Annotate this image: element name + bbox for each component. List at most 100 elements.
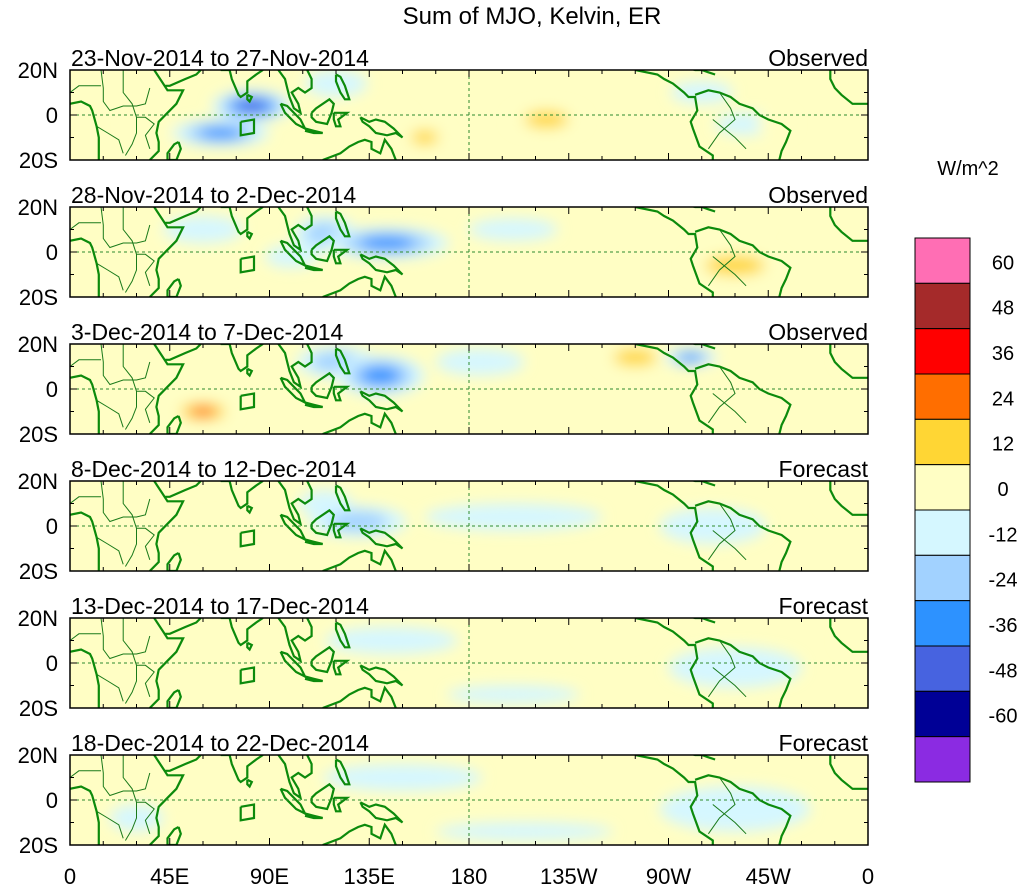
coastline — [691, 344, 716, 350]
region-box — [239, 803, 256, 822]
coastline — [166, 278, 182, 297]
coastline — [166, 826, 182, 845]
coastline — [829, 755, 868, 790]
country-border — [96, 262, 124, 291]
colorbar-swatch — [914, 328, 971, 375]
x-tick-label: 45E — [150, 864, 189, 889]
coastline — [279, 102, 308, 131]
anomaly-field — [109, 759, 811, 841]
anomaly-contour — [393, 272, 456, 295]
country-border — [136, 116, 155, 149]
coastline — [691, 207, 716, 213]
coastline — [332, 659, 351, 676]
coastline — [829, 207, 868, 242]
colorbar-swatch — [914, 645, 971, 692]
region-box — [239, 529, 256, 548]
panel-status: Observed — [768, 45, 868, 71]
coastline — [334, 210, 351, 238]
anomaly-contour — [613, 349, 658, 366]
coastline — [304, 675, 323, 683]
country-border — [100, 481, 151, 523]
colorbar-label: 36 — [992, 343, 1014, 365]
y-tick-label: 0 — [46, 651, 58, 676]
y-tick-label: 20N — [18, 58, 58, 83]
y-tick-label: 20S — [19, 833, 58, 858]
coastline — [359, 527, 404, 550]
anomaly-contour — [659, 786, 811, 832]
coastline — [322, 274, 397, 297]
country-border — [712, 804, 747, 835]
panels: 20N 0 20S 23-Nov-2014 to 27-Nov-2014 Observe… — [18, 45, 869, 858]
anomaly-contour — [593, 759, 656, 778]
country-border — [136, 664, 155, 697]
coastlines — [70, 207, 868, 297]
anomaly-contour — [322, 764, 483, 791]
region-box — [239, 666, 256, 685]
coastline — [322, 137, 397, 160]
anomaly-contour — [524, 111, 569, 128]
coastline — [635, 207, 714, 297]
coastline — [332, 385, 351, 402]
panel-status: Forecast — [779, 456, 869, 482]
anomaly-contour — [237, 100, 266, 112]
region-box — [239, 392, 256, 411]
coastline — [359, 390, 404, 413]
colorbar-swatch — [914, 282, 971, 330]
country-border — [136, 527, 155, 560]
coastline — [310, 97, 336, 126]
coastline — [310, 782, 336, 811]
colorbar-swatch — [914, 237, 971, 284]
coastline — [334, 484, 351, 512]
y-tick-label: 20N — [18, 332, 58, 357]
panel-status: Observed — [768, 182, 868, 208]
country-border — [100, 70, 151, 112]
colorbar-label: -48 — [989, 660, 1018, 682]
x-tick-label: 45W — [746, 864, 791, 889]
coastline — [166, 415, 182, 434]
coastline — [246, 93, 254, 104]
anomaly-contour — [127, 505, 190, 529]
panel-6: 20N 0 20S 18-Dec-2014 to 22-Dec-2014 Forecas… — [18, 730, 869, 858]
coastline — [635, 755, 714, 845]
coastline — [694, 89, 792, 160]
coastline — [220, 344, 264, 373]
coastline — [165, 344, 202, 361]
coastline — [165, 207, 202, 224]
anomaly-contour — [203, 517, 248, 535]
country-border — [712, 256, 747, 287]
y-tick-label: 20S — [19, 422, 58, 447]
coastline — [246, 504, 254, 515]
coastline — [149, 70, 185, 160]
y-tick-label: 20N — [18, 743, 58, 768]
anomaly-contour — [839, 631, 868, 650]
coastline — [359, 801, 404, 824]
coastline — [246, 367, 254, 378]
y-tick-label: 20S — [19, 559, 58, 584]
country-border — [96, 125, 124, 154]
country-border — [70, 633, 101, 641]
colorbar-swatch — [914, 690, 971, 738]
panel-status: Forecast — [779, 593, 869, 619]
country-border — [707, 366, 736, 424]
anomaly-contour — [398, 407, 452, 425]
country-border — [707, 92, 736, 150]
coastline — [149, 481, 185, 571]
y-tick-label: 20N — [18, 195, 58, 220]
country-border — [70, 222, 101, 230]
panel-period: 23-Nov-2014 to 27-Nov-2014 — [71, 45, 369, 71]
anomaly-contour — [359, 236, 415, 250]
country-border — [96, 536, 124, 565]
y-tick-label: 0 — [46, 514, 58, 539]
colorbar-swatch — [914, 554, 971, 602]
coastline — [322, 548, 397, 571]
country-border — [712, 667, 747, 698]
coastline — [694, 363, 792, 434]
coastline — [310, 371, 336, 400]
coastlines — [70, 618, 868, 708]
coastline — [359, 664, 404, 687]
y-tick-label: 0 — [46, 377, 58, 402]
anomaly-contour — [328, 511, 389, 532]
coastline — [322, 822, 397, 845]
coastline — [246, 778, 254, 789]
country-border — [70, 496, 101, 504]
